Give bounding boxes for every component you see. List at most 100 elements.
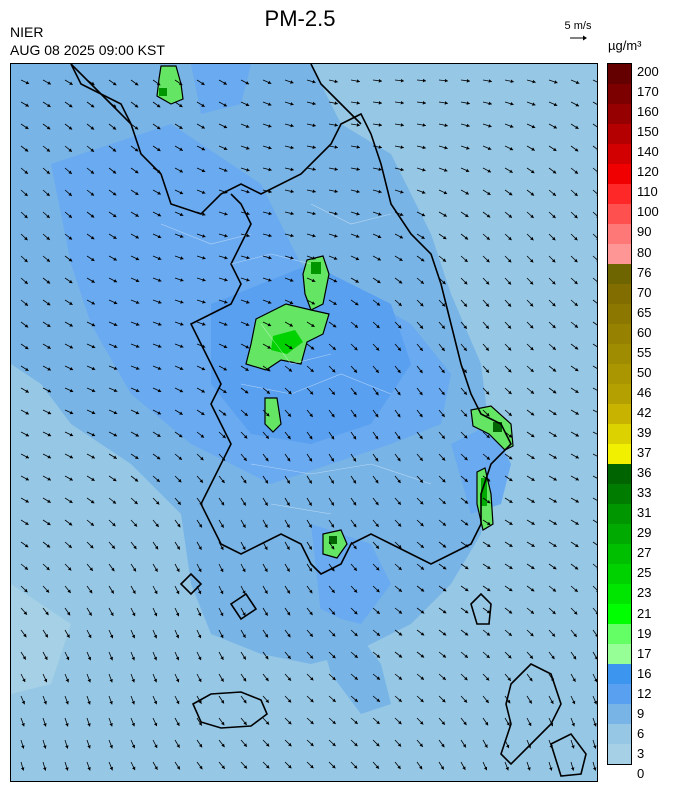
wind-arrow-head [575, 103, 579, 107]
colorbar-tick-label: 0 [637, 766, 645, 781]
wind-arrow-head [47, 477, 51, 481]
wind-arrow-head [242, 502, 246, 506]
wind-arrow-head [90, 500, 95, 504]
wind-arrow-head [312, 123, 316, 128]
wind-arrow-head [243, 721, 247, 725]
wind-arrow-head [596, 172, 597, 174]
wind-arrow-head [487, 146, 492, 150]
coastlines [70, 64, 587, 777]
wind-arrow-head [43, 723, 47, 727]
wind-arrow-head [574, 258, 578, 263]
wind-arrow-head [332, 324, 337, 328]
wind-arrow-head [356, 145, 360, 149]
wind-arrow-head [176, 744, 180, 748]
wind-arrow-head [87, 767, 91, 771]
wind-arrow-head [177, 501, 181, 505]
wind-arrow-head [312, 167, 316, 171]
wind-arrow-head [290, 233, 294, 238]
wind-arrow-head [154, 766, 158, 770]
wind-arrow-head [197, 612, 202, 617]
wind-arrow-head [375, 567, 380, 571]
wind-arrow-head [441, 369, 445, 373]
wind-arrow-head [113, 433, 117, 437]
wind-arrow-head [176, 722, 180, 726]
wind-arrow-head [334, 101, 338, 105]
wind-arrow-head [485, 303, 489, 307]
wind-arrow-head [356, 234, 360, 238]
wind-arrow-head [575, 80, 580, 84]
colorbar-swatch [608, 164, 631, 185]
wind-arrow-head [134, 82, 139, 86]
wind-arrow-head [46, 544, 51, 548]
wind-arrow-head [464, 456, 468, 461]
wind-arrow-head [441, 413, 445, 417]
wind-arrow-head [290, 211, 294, 216]
wind-arrow-head [288, 390, 292, 395]
wind-arrow-head [112, 477, 117, 482]
wind-arrow-head [398, 720, 402, 725]
wind-arrow-head [113, 410, 118, 415]
wind-arrow-head [422, 78, 426, 83]
wind-arrow-head [553, 125, 557, 129]
colorbar-tick-label: 27 [637, 545, 652, 561]
wind-arrow-head [68, 170, 72, 174]
wind-arrow-head [441, 303, 446, 307]
wind-arrow-head [201, 344, 206, 348]
wind-arrow-head [131, 744, 136, 749]
wind-arrow-head [113, 322, 118, 326]
wind-arrow-head [68, 148, 72, 152]
wind-arrow-head [466, 79, 470, 83]
wind-arrow-head [153, 700, 158, 705]
wind-arrow-head [179, 103, 183, 107]
wind-arrow-head [442, 632, 447, 636]
wind-arrow-head [419, 765, 423, 770]
wind-arrow-head [399, 212, 404, 216]
wind-arrow-head [179, 169, 183, 173]
wind-arrow-head [265, 435, 269, 439]
wind-arrow-head [354, 302, 359, 306]
wind-arrow-head [509, 499, 513, 503]
wind-arrow-head [531, 543, 535, 547]
wind-arrow-head [571, 722, 575, 727]
wind-arrow-head [529, 259, 534, 263]
wind-arrow-head [287, 413, 291, 417]
wind-arrow-head [288, 721, 292, 725]
wind-arrow-head [549, 767, 553, 771]
wind-arrow-head [375, 347, 380, 351]
wind-arrow-head [134, 170, 139, 174]
wind-arrow-head [135, 344, 140, 348]
wind-arrow-head [331, 567, 335, 572]
concentration-map [11, 64, 597, 781]
wind-arrow-head [198, 678, 202, 682]
wind-arrow-head [268, 124, 272, 128]
wind-arrow-head [574, 324, 578, 328]
wind-arrow-head [88, 634, 92, 638]
wind-arrow-head [310, 764, 314, 769]
wind-arrow-head [65, 723, 69, 727]
wind-arrow-head [508, 369, 512, 373]
wind-arrow-head [308, 458, 312, 462]
wind-arrow-head [46, 192, 50, 196]
wind-arrow [592, 541, 597, 546]
wind-arrow-head [592, 767, 597, 771]
wind-arrow-head [113, 455, 117, 459]
colorbar-swatch [608, 204, 631, 225]
wind-arrow-head [596, 282, 597, 284]
colorbar-swatch [608, 484, 631, 505]
wind-arrow-head [245, 124, 250, 128]
wind-arrow-head [486, 456, 490, 460]
wind-arrow-head [441, 347, 445, 351]
wind-arrow-head [309, 611, 313, 616]
wind-arrow-head [43, 700, 47, 705]
wind-arrow-head [397, 457, 401, 462]
wind-arrow-head [465, 168, 470, 173]
wind-arrow-head [353, 589, 358, 593]
wind-arrow-head [157, 366, 162, 370]
wind-arrow-head [398, 632, 403, 636]
colorbar-swatch [608, 184, 631, 205]
wind-arrow-head [332, 346, 336, 350]
wind-arrow-head [113, 344, 118, 348]
wind-arrow-head [308, 568, 312, 572]
wind-arrow-head [378, 145, 382, 149]
wind-arrow-head [488, 101, 492, 106]
